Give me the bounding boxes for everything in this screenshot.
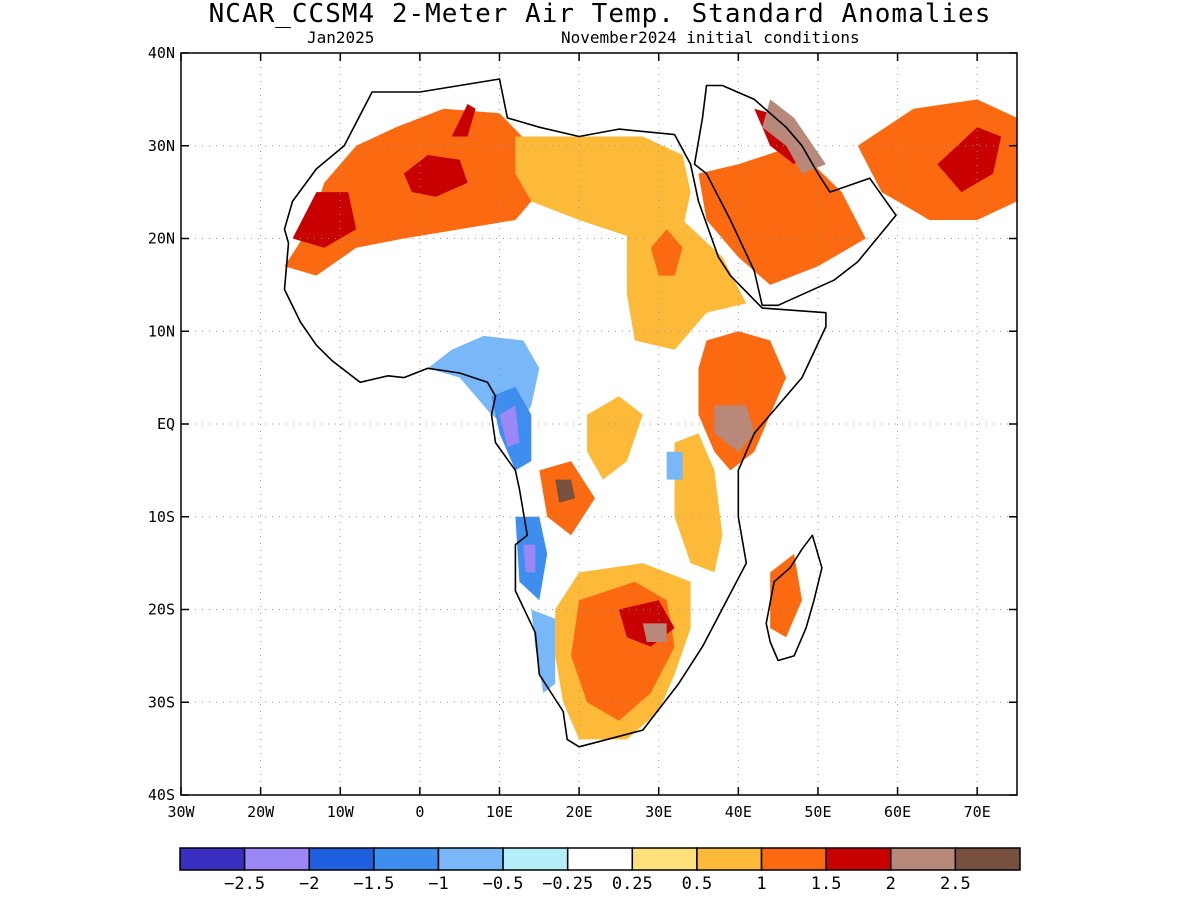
colorbar-swatch xyxy=(566,847,634,871)
x-tick-label: 40E xyxy=(725,803,752,821)
x-tick-label: 70E xyxy=(964,803,991,821)
x-tick-label: 60E xyxy=(884,803,911,821)
colorbar-label: 0.5 xyxy=(682,874,713,894)
anomaly-region xyxy=(292,192,357,248)
y-tick-label: 10S xyxy=(148,508,175,526)
colorbar-swatch xyxy=(825,847,892,871)
target-month-label: Jan2025 xyxy=(307,28,375,47)
y-tick-label: 20S xyxy=(148,601,175,619)
axis-layer: 30W 20W 10W 0 10E 20E 30E 40E 50E 60E 70E 40N 30N 20N… xyxy=(148,44,1017,821)
colorbar-label: 1.5 xyxy=(811,874,842,894)
colorbar-swatch xyxy=(308,847,375,871)
y-tick-label: EQ xyxy=(157,415,175,433)
anomaly-region xyxy=(587,396,643,480)
x-tick-label: 10E xyxy=(486,803,513,821)
colorbar-label: −0.5 xyxy=(483,874,524,894)
x-tick-label: 10W xyxy=(327,803,355,821)
anomaly-fill-layer xyxy=(284,99,1017,740)
grid-layer xyxy=(181,53,1017,795)
x-tick-label: 30W xyxy=(167,803,195,821)
colorbar-swatch xyxy=(243,847,310,871)
anomaly-region xyxy=(555,479,576,503)
colorbar-label: −2.5 xyxy=(224,874,265,894)
anomaly-region xyxy=(698,331,787,471)
coastline-layer xyxy=(283,78,897,748)
y-tick-label: 30N xyxy=(148,137,175,155)
colorbar-label: −1 xyxy=(428,874,448,894)
arabia-coastline xyxy=(693,84,897,307)
x-tick-label: 30E xyxy=(645,803,672,821)
x-tick-label: 0 xyxy=(415,803,424,821)
anomaly-region xyxy=(937,127,1002,193)
colorbar-swatch xyxy=(760,847,827,871)
colorbar-swatch xyxy=(954,847,1021,871)
anomaly-region xyxy=(499,405,520,448)
colorbar-label: 0.25 xyxy=(612,874,653,894)
colorbar-swatch xyxy=(696,847,763,871)
colorbar-label: 2 xyxy=(886,874,896,894)
anomaly-region xyxy=(770,553,802,638)
x-tick-label: 20W xyxy=(247,803,275,821)
colorbar-label: −0.25 xyxy=(542,874,593,894)
y-tick-label: 10N xyxy=(148,322,175,340)
y-tick-label: 30S xyxy=(148,693,175,711)
anomaly-region xyxy=(451,104,476,137)
colorbar-swatch xyxy=(437,847,504,871)
colorbar-label: −1.5 xyxy=(353,874,394,894)
colorbar-label: −2 xyxy=(299,874,319,894)
chart-title: NCAR_CCSM4 2-Meter Air Temp. Standard An… xyxy=(208,0,992,29)
initial-conditions-label: November2024 initial conditions xyxy=(561,28,860,47)
colorbar-swatch xyxy=(502,847,569,871)
africa-coastline xyxy=(283,78,827,748)
colorbar-swatch xyxy=(179,847,246,871)
anomaly-region xyxy=(674,433,723,573)
anomaly-region xyxy=(642,623,667,642)
y-tick-label: 40N xyxy=(148,44,175,62)
colorbar-swatch xyxy=(373,847,440,871)
y-tick-label: 40S xyxy=(148,786,175,804)
colorbar-swatch xyxy=(631,847,698,871)
anomaly-region xyxy=(515,136,691,239)
anomaly-region xyxy=(531,609,556,693)
anomaly-region xyxy=(666,451,683,480)
anomaly-region xyxy=(714,405,755,452)
anomaly-region xyxy=(698,145,866,285)
colorbar-label: 2.5 xyxy=(940,874,971,894)
x-tick-label: 20E xyxy=(566,803,593,821)
colorbar: −2.5 −2 −1.5 −1 −0.5 −0.25 0.25 0.5 1 1.5 2 2.5 xyxy=(179,847,1021,894)
x-tick-label: 50E xyxy=(804,803,831,821)
y-tick-label: 20N xyxy=(148,230,175,248)
colorbar-label: 1 xyxy=(756,874,766,894)
anomaly-region xyxy=(523,544,536,573)
madagascar-coastline xyxy=(765,534,823,662)
colorbar-swatch xyxy=(890,847,957,871)
